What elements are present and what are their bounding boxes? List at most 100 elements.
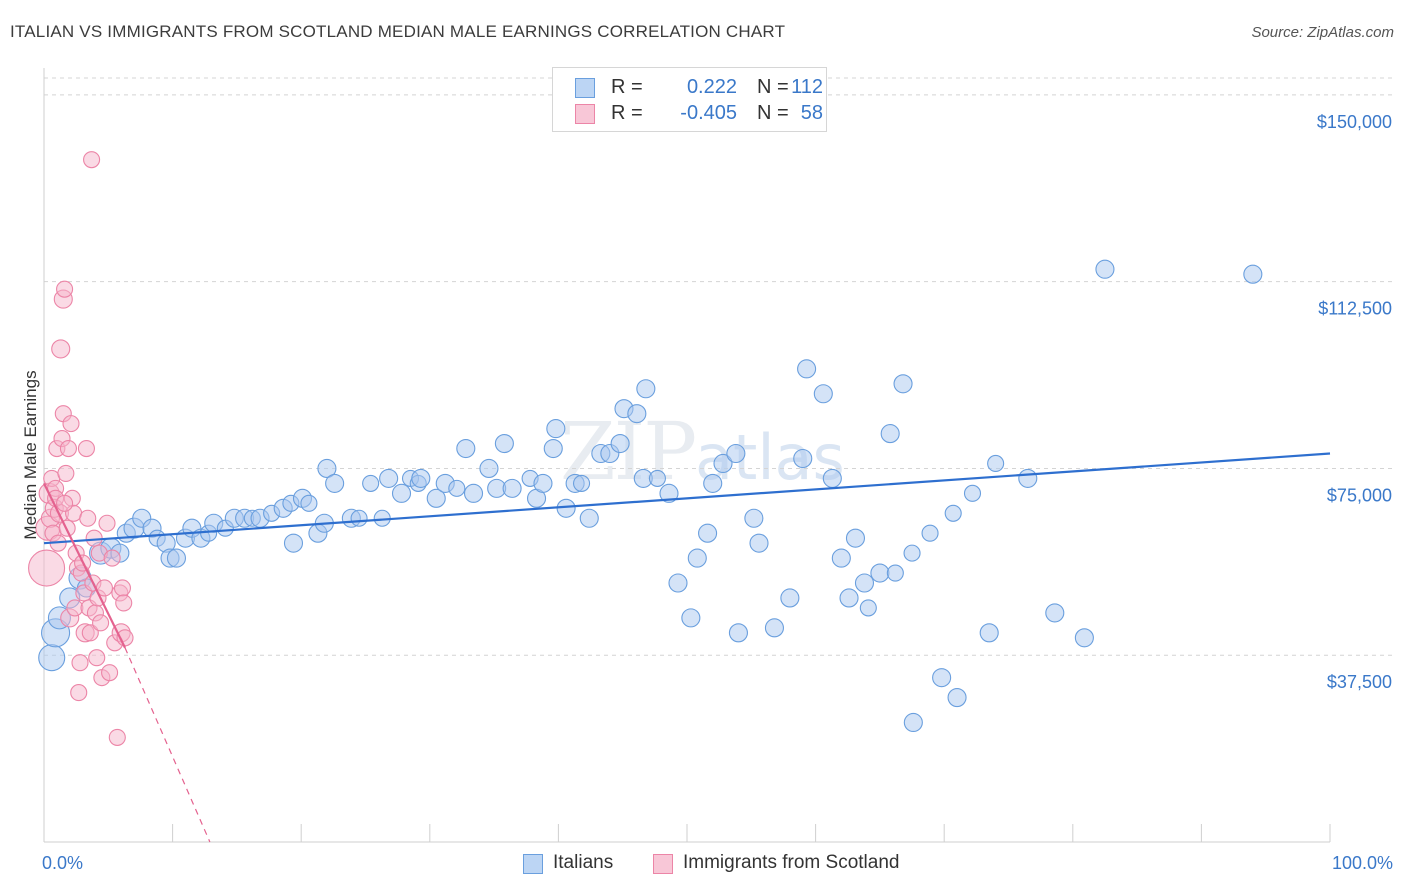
scotland-point [98, 514, 116, 532]
italians-point [893, 374, 913, 394]
scotland-point [115, 594, 133, 612]
italians-points [38, 259, 1263, 733]
italians-point [546, 419, 566, 439]
italians-trend-line [43, 452, 1331, 545]
italians-point [687, 548, 707, 568]
italians-point [456, 438, 476, 459]
italians-point [636, 379, 656, 399]
italians-point [463, 483, 484, 503]
italians-point [579, 508, 599, 528]
y-tick-label: $37,500 [1327, 672, 1392, 692]
italians-point [854, 573, 875, 593]
bottom-legend-label: Italians [553, 852, 614, 873]
italians-point [1243, 264, 1263, 284]
italians-point [749, 533, 769, 553]
scotland-point [56, 280, 74, 298]
italians-point [166, 548, 187, 568]
scotland-point [88, 649, 106, 667]
italians-point [903, 544, 921, 562]
italians-point [880, 424, 900, 444]
scotland-point [59, 439, 77, 458]
grid-lines [44, 77, 1392, 656]
scotland-trend-extension [124, 647, 211, 843]
italians-point [411, 468, 431, 488]
scotland-point [28, 549, 66, 587]
italians-point [921, 524, 939, 542]
scotland-point [113, 579, 131, 597]
scotland-point [81, 624, 99, 642]
legend-n-label: N = [757, 76, 789, 98]
y-tick-label: $112,500 [1318, 299, 1392, 319]
italians-point [963, 484, 982, 502]
scotland-point [79, 509, 97, 527]
italians-point [627, 404, 647, 424]
scotland-point [71, 654, 89, 672]
italians-point [668, 573, 688, 593]
scotland-point [108, 728, 126, 746]
scotland-point [57, 464, 75, 482]
italians-point [703, 473, 723, 493]
scotland-point [62, 415, 80, 433]
italians-point [831, 548, 851, 568]
italians-point [681, 608, 701, 628]
italians-point [698, 523, 718, 543]
scotland-point [56, 494, 74, 512]
y-axis-title: Median Male Earnings [21, 370, 40, 539]
scotland-point [103, 549, 121, 567]
italians-point [713, 453, 733, 474]
legend-n-value: 58 [800, 102, 823, 124]
legend-r-value: -0.405 [680, 102, 737, 124]
italians-point [797, 359, 817, 379]
italians-point [648, 469, 666, 487]
italians-point [932, 668, 952, 688]
scotland-point [77, 439, 95, 458]
italians-point [822, 468, 842, 488]
legend-r-label: R = [611, 102, 643, 124]
italians-point [987, 454, 1005, 473]
chart-source: Source: ZipAtlas.com [1251, 24, 1394, 41]
italians-point [947, 688, 967, 708]
italians-point [870, 563, 890, 583]
italians-point [610, 433, 630, 454]
italians-point [979, 623, 999, 643]
trend-lines [43, 452, 1331, 843]
italians-point [839, 588, 859, 608]
italians-point [845, 528, 866, 548]
italians-point [448, 479, 466, 497]
legend-r-value: 0.222 [686, 76, 737, 98]
italians-point [502, 478, 522, 498]
italians-point [317, 458, 337, 479]
scotland-point [83, 151, 101, 169]
scotland-point [92, 614, 110, 632]
italians-point [391, 483, 412, 503]
italians-point [1018, 468, 1038, 488]
x-tick-label-max: 100.0% [1332, 853, 1393, 873]
italians-point [744, 508, 764, 528]
bottom-legend-swatch-pink [653, 854, 673, 874]
italians-point [726, 443, 746, 464]
scotland-point [51, 339, 71, 359]
axis-labels: $37,500 $75,000 $112,500 $150,000 0.0% 100.0%… [21, 112, 1393, 873]
correlation-legend: R = 0.222 N = 112 R = -0.405 N = 58 [552, 67, 827, 132]
legend-swatch-pink [575, 104, 595, 124]
x-tick-label-min: 0.0% [42, 853, 83, 873]
scotland-point [70, 684, 88, 702]
chart-title: ITALIAN VS IMMIGRANTS FROM SCOTLAND MEDI… [10, 22, 786, 41]
italians-point [1095, 259, 1115, 279]
italians-point [728, 623, 748, 643]
italians-point [1045, 603, 1065, 623]
italians-point [1074, 628, 1094, 648]
italians-point [362, 474, 380, 492]
legend-r-label: R = [611, 76, 643, 98]
bottom-legend-label: Immigrants from Scotland [683, 852, 900, 873]
legend-swatch-blue [575, 78, 595, 98]
axes [43, 68, 1331, 843]
italians-point [764, 618, 784, 638]
italians-point [572, 474, 591, 492]
y-tick-label: $75,000 [1327, 485, 1392, 505]
italians-point [283, 533, 304, 553]
scotland-trend-line [43, 482, 127, 649]
italians-point [325, 473, 345, 493]
italians-point [300, 494, 318, 512]
